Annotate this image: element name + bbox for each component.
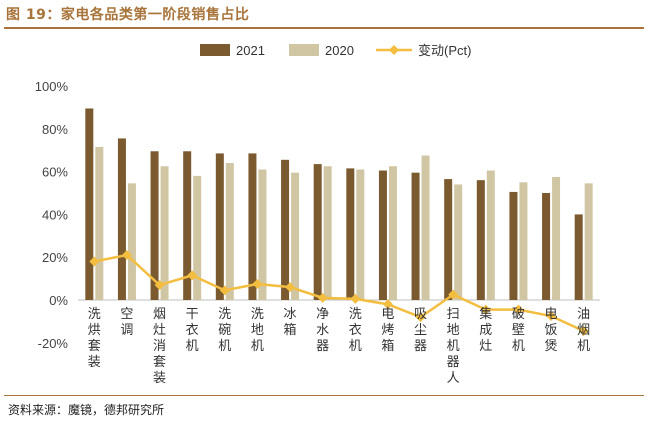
y-tick-label: 0% [49, 293, 68, 308]
category-label: 电烤箱 [381, 307, 394, 354]
legend-label-change: 变动(Pct) [418, 43, 471, 58]
bar-2021 [183, 151, 192, 300]
bar-2021 [476, 180, 485, 300]
bar-2020 [291, 172, 300, 300]
source-note: 资料来源：魔镜，德邦研究所 [8, 403, 165, 417]
footer-divider [4, 395, 644, 396]
y-tick-label: 40% [42, 207, 68, 222]
change-point [187, 270, 198, 281]
legend-swatch-2020 [289, 44, 319, 56]
bar-2021 [313, 164, 322, 300]
category-label: 洗碗机 [218, 307, 231, 354]
category-label: 干衣机 [186, 307, 199, 354]
bar-2020 [225, 163, 234, 300]
y-tick-label: 20% [42, 250, 68, 265]
category-label: 电饭煲 [545, 307, 558, 354]
y-tick-label: -20% [38, 336, 69, 351]
bar-2020 [127, 183, 136, 300]
category-label: 集成灶 [479, 306, 492, 354]
category-label: 洗衣机 [349, 307, 362, 354]
bars [85, 108, 593, 300]
category-label: 冰箱 [284, 307, 297, 338]
bar-2020 [95, 146, 104, 300]
legend-label-2021: 2021 [236, 43, 265, 58]
bar-2020 [193, 175, 202, 300]
change-point [219, 285, 230, 296]
change-point [415, 312, 426, 323]
change-point [154, 280, 165, 291]
bar-2020 [552, 176, 561, 300]
legend-label-2020: 2020 [325, 43, 354, 58]
category-label: 油烟机 [577, 307, 590, 354]
change-point [350, 293, 361, 304]
category-label: 洗烘套装 [88, 307, 101, 370]
change-point [317, 292, 328, 303]
category-label: 洗地机 [251, 307, 264, 354]
change-point [546, 311, 557, 322]
bar-2021 [85, 108, 94, 300]
legend: 2021 2020 变动(Pct) [200, 43, 471, 58]
change-point [382, 299, 393, 310]
bar-2021 [574, 214, 583, 300]
category-label: 扫地机器人 [447, 307, 460, 386]
legend-swatch-2021 [200, 44, 230, 56]
category-label: 破壁机 [512, 307, 525, 354]
change-point [285, 282, 296, 293]
y-tick-label: 80% [42, 122, 68, 137]
bar-2021 [346, 168, 355, 300]
bar-2021 [509, 191, 518, 300]
chart-title: 图 19：家电各品类第一阶段销售占比 [6, 7, 250, 23]
bar-2021 [117, 138, 126, 300]
category-label: 净水器 [316, 307, 329, 354]
y-tick-label: 100% [35, 79, 69, 94]
y-tick-label: 60% [42, 165, 68, 180]
chart-canvas: 2021 2020 变动(Pct) 100% 80% 60% 40% 20% 0% -20% 洗… [35, 43, 600, 386]
bar-2020 [258, 169, 267, 300]
bar-2021 [248, 153, 257, 300]
bar-2020 [160, 166, 169, 300]
bar-2020 [584, 183, 593, 300]
bar-2020 [486, 170, 495, 300]
bar-2021 [542, 193, 551, 300]
category-label: 空调 [120, 307, 133, 338]
change-point [578, 326, 589, 337]
bar-2020 [388, 166, 397, 300]
bar-2021 [411, 172, 420, 300]
bar-2020 [519, 182, 528, 300]
bar-2020 [454, 184, 463, 300]
x-axis-categories: 洗烘套装 空调 烟灶消套装 干衣机 洗碗机 洗地机 冰箱 净水器 洗衣机 电烤箱 吸尘器 扫地机器人 集… [88, 306, 590, 386]
category-label: 吸尘器 [414, 307, 427, 354]
legend-marker-change [389, 45, 399, 55]
bar-2021 [281, 159, 290, 300]
title-divider [4, 27, 644, 29]
change-line [89, 250, 589, 337]
change-line-path [94, 253, 585, 333]
bar-2021 [150, 151, 159, 300]
bar-2020 [421, 155, 430, 300]
bar-2021 [378, 170, 387, 300]
bar-2020 [323, 166, 332, 300]
change-point [89, 256, 100, 267]
category-label: 烟灶消套装 [153, 307, 166, 386]
change-point [480, 304, 491, 315]
change-point [513, 304, 524, 315]
change-point [448, 289, 459, 300]
change-point [252, 278, 263, 289]
change-point [121, 250, 132, 261]
bar-2021 [444, 179, 453, 300]
bar-2020 [356, 169, 365, 300]
bar-2021 [215, 153, 224, 300]
